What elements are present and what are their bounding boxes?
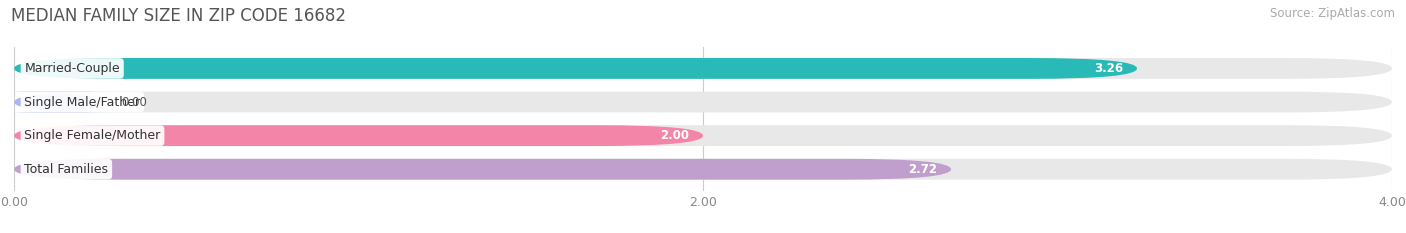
Text: Single Male/Father: Single Male/Father [24,96,141,109]
FancyBboxPatch shape [14,159,1392,180]
Text: MEDIAN FAMILY SIZE IN ZIP CODE 16682: MEDIAN FAMILY SIZE IN ZIP CODE 16682 [11,7,346,25]
FancyBboxPatch shape [0,92,121,113]
Text: 2.72: 2.72 [908,163,938,176]
FancyBboxPatch shape [14,159,950,180]
Text: 3.26: 3.26 [1094,62,1123,75]
Text: 0.00: 0.00 [121,96,146,109]
Text: Married-Couple: Married-Couple [24,62,120,75]
FancyBboxPatch shape [14,125,1392,146]
FancyBboxPatch shape [14,125,703,146]
Text: Single Female/Mother: Single Female/Mother [24,129,160,142]
Text: 2.00: 2.00 [661,129,689,142]
FancyBboxPatch shape [14,92,1392,113]
FancyBboxPatch shape [14,58,1392,79]
Text: Source: ZipAtlas.com: Source: ZipAtlas.com [1270,7,1395,20]
FancyBboxPatch shape [14,58,1137,79]
Text: Total Families: Total Families [24,163,108,176]
